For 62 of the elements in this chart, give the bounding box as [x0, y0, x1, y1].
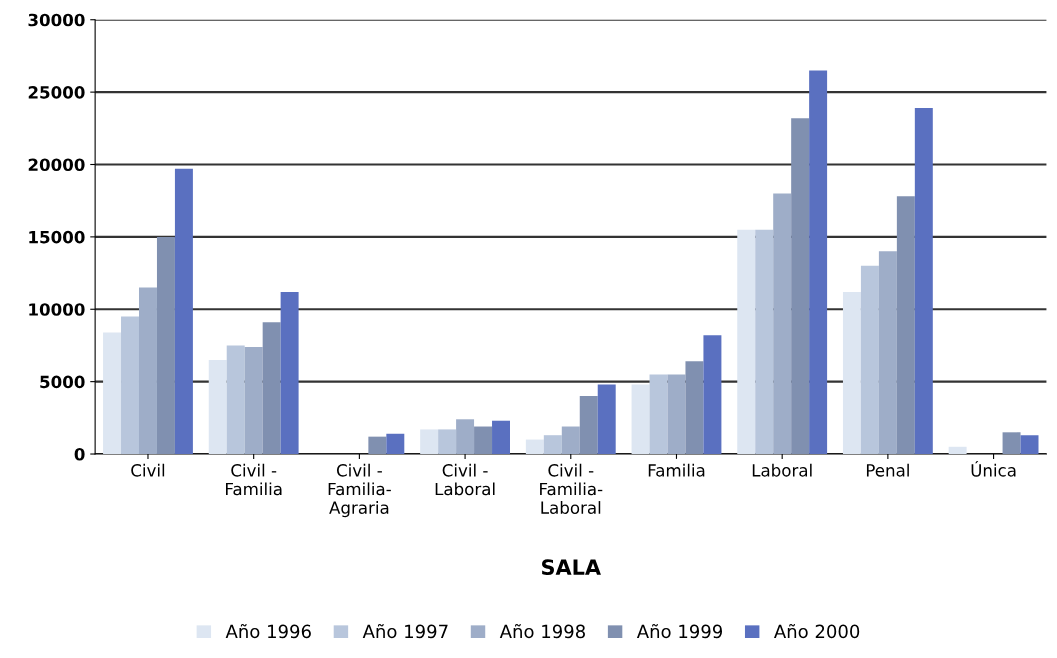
- bar: [597, 384, 616, 455]
- bar: [703, 335, 722, 455]
- x-tick-label: Única: [971, 460, 1016, 477]
- x-tick-label: Penal: [866, 463, 909, 477]
- y-tick-label: 15000: [29, 230, 85, 244]
- y-tick-label: 0: [74, 447, 85, 461]
- bar: [667, 374, 686, 455]
- x-tick-label: Civil - Familia- Laboral: [540, 463, 603, 514]
- y-tick-label: 30000: [28, 13, 85, 27]
- bar: [262, 322, 281, 455]
- y-tick-label: 20000: [28, 158, 85, 172]
- bar: [420, 429, 439, 455]
- bar: [842, 291, 861, 455]
- x-tick-label: Laboral: [752, 463, 812, 477]
- y-tick-label: 5000: [40, 375, 85, 389]
- legend-label: Año 1996: [225, 623, 311, 639]
- bar: [878, 251, 897, 455]
- bar: [649, 374, 668, 455]
- bar: [386, 433, 405, 455]
- bar: [755, 229, 774, 455]
- bar: [103, 332, 122, 455]
- bar: [896, 196, 915, 455]
- bar: [631, 384, 650, 455]
- legend-label: Año 2000: [773, 623, 860, 639]
- bar: [791, 118, 810, 455]
- bar: [543, 435, 562, 455]
- bar: [525, 439, 544, 455]
- bar: [860, 265, 879, 455]
- bar: [456, 419, 475, 455]
- bar: [773, 193, 792, 455]
- x-tick-label: Civil - Laboral: [435, 463, 495, 496]
- bar: [280, 291, 299, 455]
- legend-label: Año 1999: [636, 623, 723, 639]
- bar: [438, 429, 457, 455]
- legend-label: Año 1998: [499, 623, 585, 639]
- y-tick-label: 10000: [29, 303, 85, 316]
- x-axis-title: SALA: [542, 559, 601, 575]
- x-tick-label: Familia: [648, 463, 705, 477]
- x-tick-label: Civil - Familia- Agraria: [328, 463, 391, 518]
- bar: [948, 446, 967, 455]
- x-tick-label: Civil: [131, 463, 165, 477]
- bar: [226, 345, 245, 455]
- bar: [368, 436, 387, 455]
- bar: [561, 426, 580, 455]
- bar: [809, 70, 828, 455]
- bar: [174, 168, 193, 455]
- bar: [579, 396, 598, 455]
- legend-label: Año 1997: [362, 623, 448, 639]
- bar: [156, 236, 175, 455]
- x-tick-label: Civil - Familia: [226, 463, 282, 496]
- bar: [1002, 432, 1021, 455]
- bar: [474, 426, 493, 455]
- bar: [139, 287, 157, 455]
- bar: [492, 420, 510, 455]
- y-tick-label: 25000: [28, 86, 85, 99]
- bar: [1020, 435, 1039, 455]
- bar: [121, 316, 139, 455]
- bar: [208, 359, 227, 455]
- bar: [737, 229, 756, 455]
- bar: [914, 108, 933, 455]
- bar: [244, 346, 263, 455]
- bar: [685, 361, 704, 455]
